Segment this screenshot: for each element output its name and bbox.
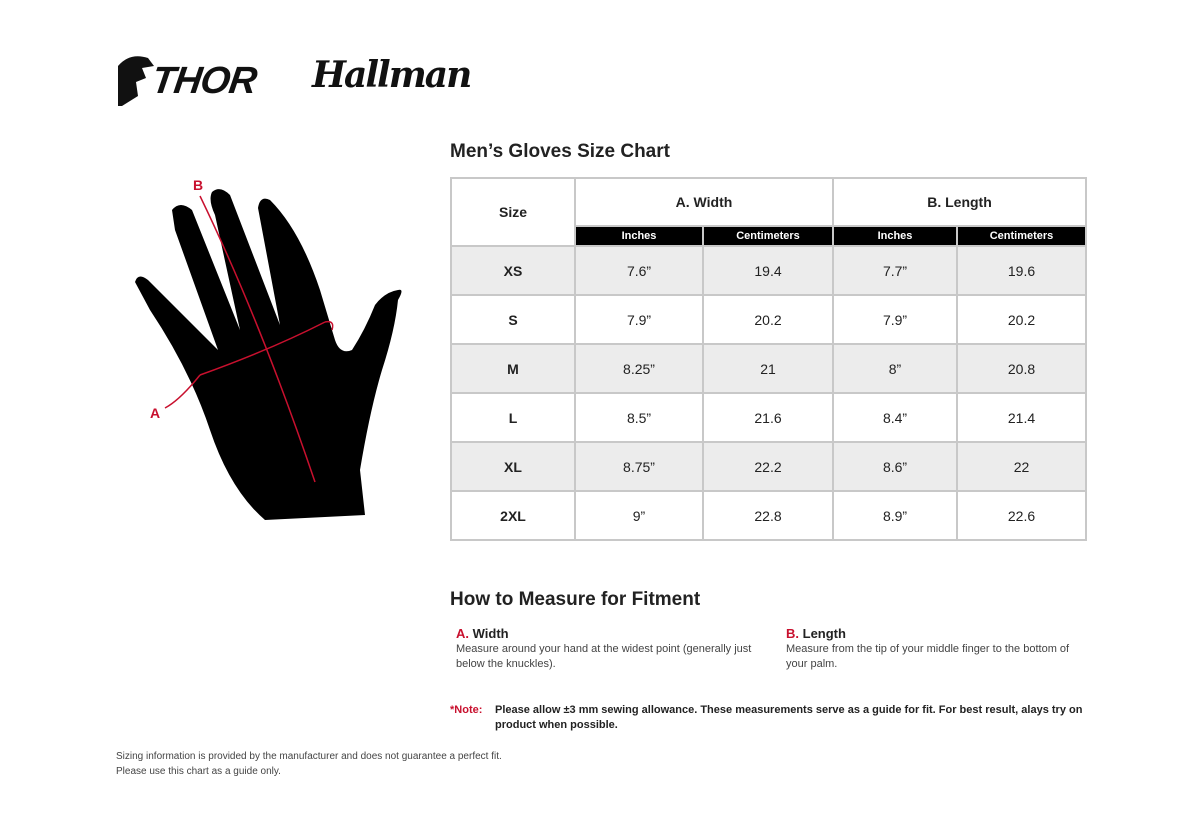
value-cell: 9” bbox=[574, 490, 704, 541]
width-text: Measure around your hand at the widest p… bbox=[456, 643, 752, 670]
value-cell: 8.25” bbox=[574, 343, 704, 394]
hallman-logo: Hallman bbox=[312, 54, 472, 96]
measure-title: How to Measure for Fitment bbox=[450, 589, 701, 610]
width-letter: A. bbox=[456, 626, 469, 641]
value-cell: 8.5” bbox=[574, 392, 704, 443]
footer: Sizing information is provided by the ma… bbox=[116, 749, 502, 779]
value-cell: 20.8 bbox=[956, 343, 1087, 394]
footer-line: Please use this chart as a guide only. bbox=[116, 766, 281, 777]
value-cell: 8.6” bbox=[832, 441, 958, 492]
measure-length: B. Length Measure from the tip of your m… bbox=[786, 626, 1086, 672]
table-row: XL 8.75” 22.2 8.6” 22 bbox=[450, 441, 1087, 492]
label-a: A bbox=[150, 405, 160, 421]
chart-title: Men’s Gloves Size Chart bbox=[450, 141, 670, 162]
note: *Note: Please allow ±3 mm sewing allowan… bbox=[450, 703, 1090, 733]
hand-diagram: A B bbox=[135, 177, 402, 520]
length-header: B. Length bbox=[832, 177, 1087, 227]
length-text: Measure from the tip of your middle fing… bbox=[786, 643, 1070, 670]
value-cell: 8.9” bbox=[832, 490, 958, 541]
footer-line: Sizing information is provided by the ma… bbox=[116, 751, 502, 762]
value-cell: 20.2 bbox=[702, 294, 834, 345]
thor-helmet-icon bbox=[118, 56, 154, 106]
unit-header: Inches bbox=[574, 225, 704, 247]
table-row: M 8.25” 21 8” 20.8 bbox=[450, 343, 1087, 394]
width-name: Width bbox=[472, 626, 509, 641]
value-cell: 7.7” bbox=[832, 245, 958, 296]
value-cell: 7.6” bbox=[574, 245, 704, 296]
value-cell: 8” bbox=[832, 343, 958, 394]
size-cell: M bbox=[450, 343, 576, 394]
size-cell: XL bbox=[450, 441, 576, 492]
note-text: Please allow ±3 mm sewing allowance. The… bbox=[495, 704, 1083, 731]
size-cell: L bbox=[450, 392, 576, 443]
length-name: Length bbox=[802, 626, 846, 641]
value-cell: 20.2 bbox=[956, 294, 1087, 345]
length-letter: B. bbox=[786, 626, 799, 641]
value-cell: 22.6 bbox=[956, 490, 1087, 541]
table-row: 2XL 9” 22.8 8.9” 22.6 bbox=[450, 490, 1087, 541]
value-cell: 22 bbox=[956, 441, 1087, 492]
value-cell: 19.4 bbox=[702, 245, 834, 296]
value-cell: 22.2 bbox=[702, 441, 834, 492]
table-row: S 7.9” 20.2 7.9” 20.2 bbox=[450, 294, 1087, 345]
value-cell: 8.4” bbox=[832, 392, 958, 443]
note-label: *Note: bbox=[450, 704, 483, 716]
measure-width: A. Width Measure around your hand at the… bbox=[456, 626, 756, 672]
thor-logo: THOR bbox=[116, 52, 286, 108]
value-cell: 22.8 bbox=[702, 490, 834, 541]
value-cell: 8.75” bbox=[574, 441, 704, 492]
value-cell: 7.9” bbox=[832, 294, 958, 345]
width-header: A. Width bbox=[574, 177, 834, 227]
size-cell: 2XL bbox=[450, 490, 576, 541]
size-header: Size bbox=[450, 177, 576, 247]
unit-header: Inches bbox=[832, 225, 958, 247]
unit-header: Centimeters bbox=[702, 225, 834, 247]
value-cell: 19.6 bbox=[956, 245, 1087, 296]
value-cell: 21.6 bbox=[702, 392, 834, 443]
label-b: B bbox=[193, 177, 203, 193]
table-row: XS 7.6” 19.4 7.7” 19.6 bbox=[450, 245, 1087, 296]
value-cell: 21 bbox=[702, 343, 834, 394]
size-cell: XS bbox=[450, 245, 576, 296]
size-cell: S bbox=[450, 294, 576, 345]
value-cell: 21.4 bbox=[956, 392, 1087, 443]
table-row: L 8.5” 21.6 8.4” 21.4 bbox=[450, 392, 1087, 443]
value-cell: 7.9” bbox=[574, 294, 704, 345]
unit-header: Centimeters bbox=[956, 225, 1087, 247]
size-table: Size A. Width B. Length Inches Centimete… bbox=[450, 177, 1087, 541]
